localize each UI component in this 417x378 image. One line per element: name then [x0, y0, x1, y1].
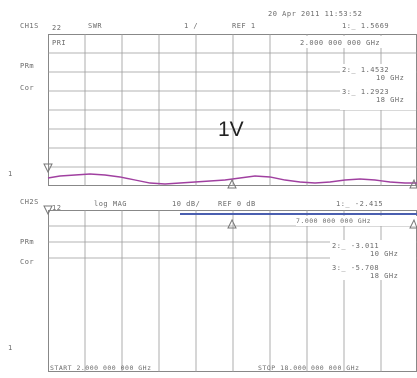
ch1-marker2[interactable] [227, 178, 237, 189]
ch1-prm: PRm [20, 62, 35, 70]
ch2-param: 12 [52, 204, 62, 212]
ch1-marker2-value: 2:_ 1.4532 [342, 66, 390, 74]
ch1-pri: PRI [52, 39, 67, 47]
ch1-marker1[interactable] [43, 163, 53, 174]
ch1-marker3-frequency: 18 GHz [376, 96, 405, 104]
ch2-marker2[interactable] [409, 218, 417, 229]
ch1-start-frequency: 2.000 000 000 GHz [300, 39, 381, 47]
ch2-marker3-frequency: 18 GHz [370, 272, 399, 280]
ch1-marker1-readout: 1:_ 1.5669 [342, 22, 390, 30]
stop-frequency: STOP 18.000 000 000 GHz [258, 364, 360, 372]
ch2-frequency: 7.000 000 000 GHz [296, 217, 372, 225]
ch1-grid [48, 34, 417, 186]
ch1-cor: Cor [20, 84, 35, 92]
ch1-marker2-frequency: 10 GHz [376, 74, 405, 82]
ch1-reference-marker: 1 [8, 170, 13, 178]
ch2-marker-left[interactable] [43, 205, 53, 216]
ch1-param: 22 [52, 24, 62, 32]
ch2-marker2-frequency: 10 GHz [370, 250, 399, 258]
ch2-format: log MAG [94, 200, 128, 208]
ch2-marker2-value: 2:_ -3.011 [332, 242, 380, 250]
ch2-marker1-readout: 1:_ -2.415 [336, 200, 384, 208]
ch2-trace [180, 213, 417, 215]
ch1-ref: REF 1 [232, 22, 256, 30]
ch2-reference-marker: 1 [8, 344, 13, 352]
start-frequency: START 2.000 000 000 GHz [50, 364, 152, 372]
ch2-scale: 10 dB/ [172, 200, 201, 208]
ch2-label: CH2S [20, 198, 39, 206]
ch2-marker1[interactable] [227, 218, 237, 229]
ch2-cor: Cor [20, 258, 35, 266]
ch1-label: CH1S [20, 22, 39, 30]
ch2-ref: REF 0 dB [218, 200, 256, 208]
ch2-marker3-value: 3:_ -5.708 [332, 264, 380, 272]
ch1-marker3-value: 3:_ 1.2923 [342, 88, 390, 96]
ch2-plot-area [48, 210, 417, 372]
ch2-prm: PRm [20, 238, 35, 246]
datetime: 20 Apr 2011 11:53:52 [268, 10, 363, 18]
ch1-format: SWR [88, 22, 103, 30]
ch1-scale: 1 / [184, 22, 199, 30]
vswr-annotation: 1V [218, 118, 244, 141]
ch1-marker3[interactable] [409, 178, 417, 189]
